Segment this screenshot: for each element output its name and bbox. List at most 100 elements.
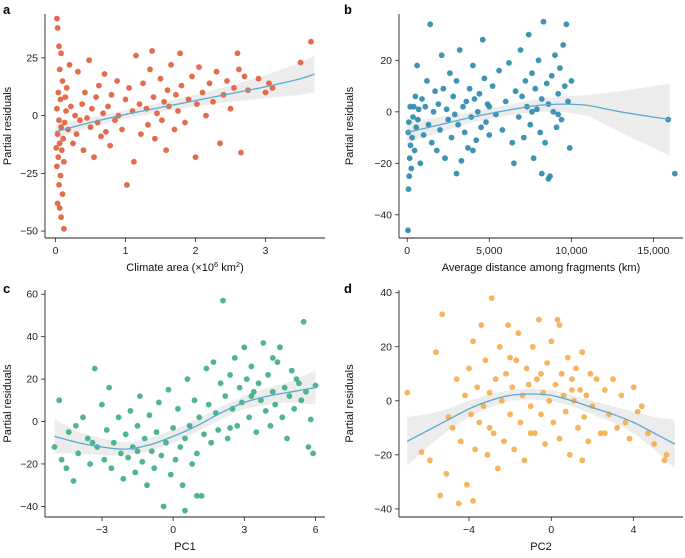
data-point [147, 66, 153, 73]
data-point [151, 465, 158, 472]
data-point [511, 160, 517, 167]
data-point [560, 42, 567, 48]
data-point [272, 401, 279, 408]
data-point [455, 500, 462, 507]
y-tick-label: −20 [20, 458, 38, 470]
data-point [194, 450, 200, 457]
data-point [298, 397, 305, 404]
data-point [131, 158, 137, 165]
data-point [114, 78, 120, 84]
data-point [535, 57, 542, 64]
data-point [476, 419, 483, 426]
data-point [480, 403, 487, 410]
data-point [60, 135, 67, 142]
data-point [466, 85, 473, 92]
data-point [529, 343, 536, 350]
data-point [465, 145, 471, 151]
data-point [448, 134, 455, 141]
data-point [433, 349, 439, 356]
x-tick-label: 3 [263, 245, 269, 257]
data-point [217, 380, 224, 387]
data-point [134, 422, 141, 429]
data-point [561, 83, 568, 89]
data-point [107, 142, 113, 149]
data-point [300, 318, 307, 325]
data-point [407, 142, 414, 149]
data-point [182, 435, 188, 442]
data-point [106, 384, 112, 391]
data-point [206, 80, 213, 87]
data-point [255, 75, 262, 82]
data-point [227, 372, 234, 378]
data-point [445, 116, 452, 123]
data-point [291, 405, 298, 412]
data-point [227, 425, 234, 431]
data-point [262, 89, 269, 96]
data-point [153, 429, 160, 435]
data-point [189, 73, 195, 80]
data-point [98, 133, 104, 140]
data-point [234, 422, 241, 429]
confidence-band [54, 370, 316, 456]
data-point [213, 68, 220, 75]
data-point [427, 457, 433, 464]
data-point [80, 414, 86, 421]
data-point [286, 393, 293, 399]
y-axis-title: Partial residuals [2, 86, 14, 165]
data-point [205, 401, 212, 408]
data-point [171, 126, 178, 133]
x-axis-title: PC2 [530, 541, 551, 553]
data-point [110, 439, 117, 446]
data-point [133, 52, 139, 59]
data-point [307, 416, 314, 423]
data-point [562, 408, 569, 415]
data-point [57, 172, 64, 179]
data-point [172, 456, 179, 463]
data-point [192, 154, 199, 161]
data-point [203, 112, 209, 119]
data-point [566, 145, 573, 151]
data-point [201, 431, 207, 438]
data-point [520, 134, 527, 141]
data-point [470, 497, 476, 504]
data-point [148, 448, 155, 455]
data-point [140, 80, 146, 87]
data-point [51, 444, 58, 450]
data-point [538, 411, 544, 418]
trend-line [54, 386, 316, 450]
panel-b: b 0 5,000 10,000 15,000 −40 −20 0 20 Average dist… [344, 2, 683, 274]
data-point [167, 471, 174, 478]
data-point [126, 85, 132, 91]
y-tick-label: −25 [20, 168, 38, 180]
data-point [530, 155, 537, 162]
x-axis-title: Climate area (×106 km2) [126, 260, 244, 274]
data-point [509, 139, 516, 146]
data-point [227, 105, 234, 112]
panel-letter: b [344, 2, 352, 17]
data-point [515, 330, 522, 337]
data-point [262, 408, 269, 414]
data-point [184, 376, 191, 382]
y-axis-title: Partial residuals [344, 86, 356, 165]
data-point [84, 115, 90, 121]
y-tick-label: 0 [32, 416, 38, 428]
data-point [63, 108, 69, 114]
x-tick-label: 0 [53, 245, 59, 257]
data-point [540, 18, 547, 25]
data-point [542, 441, 548, 447]
data-point [458, 157, 465, 164]
data-point [75, 68, 81, 75]
data-point [62, 94, 69, 100]
data-point [527, 403, 534, 410]
data-point [72, 422, 79, 429]
data-point [442, 155, 448, 162]
data-point [310, 450, 316, 457]
data-point [55, 89, 62, 96]
data-point [515, 114, 522, 120]
data-point [100, 110, 106, 117]
data-point [54, 163, 60, 170]
data-point [545, 175, 552, 182]
data-point [112, 117, 118, 124]
data-point [61, 225, 67, 232]
